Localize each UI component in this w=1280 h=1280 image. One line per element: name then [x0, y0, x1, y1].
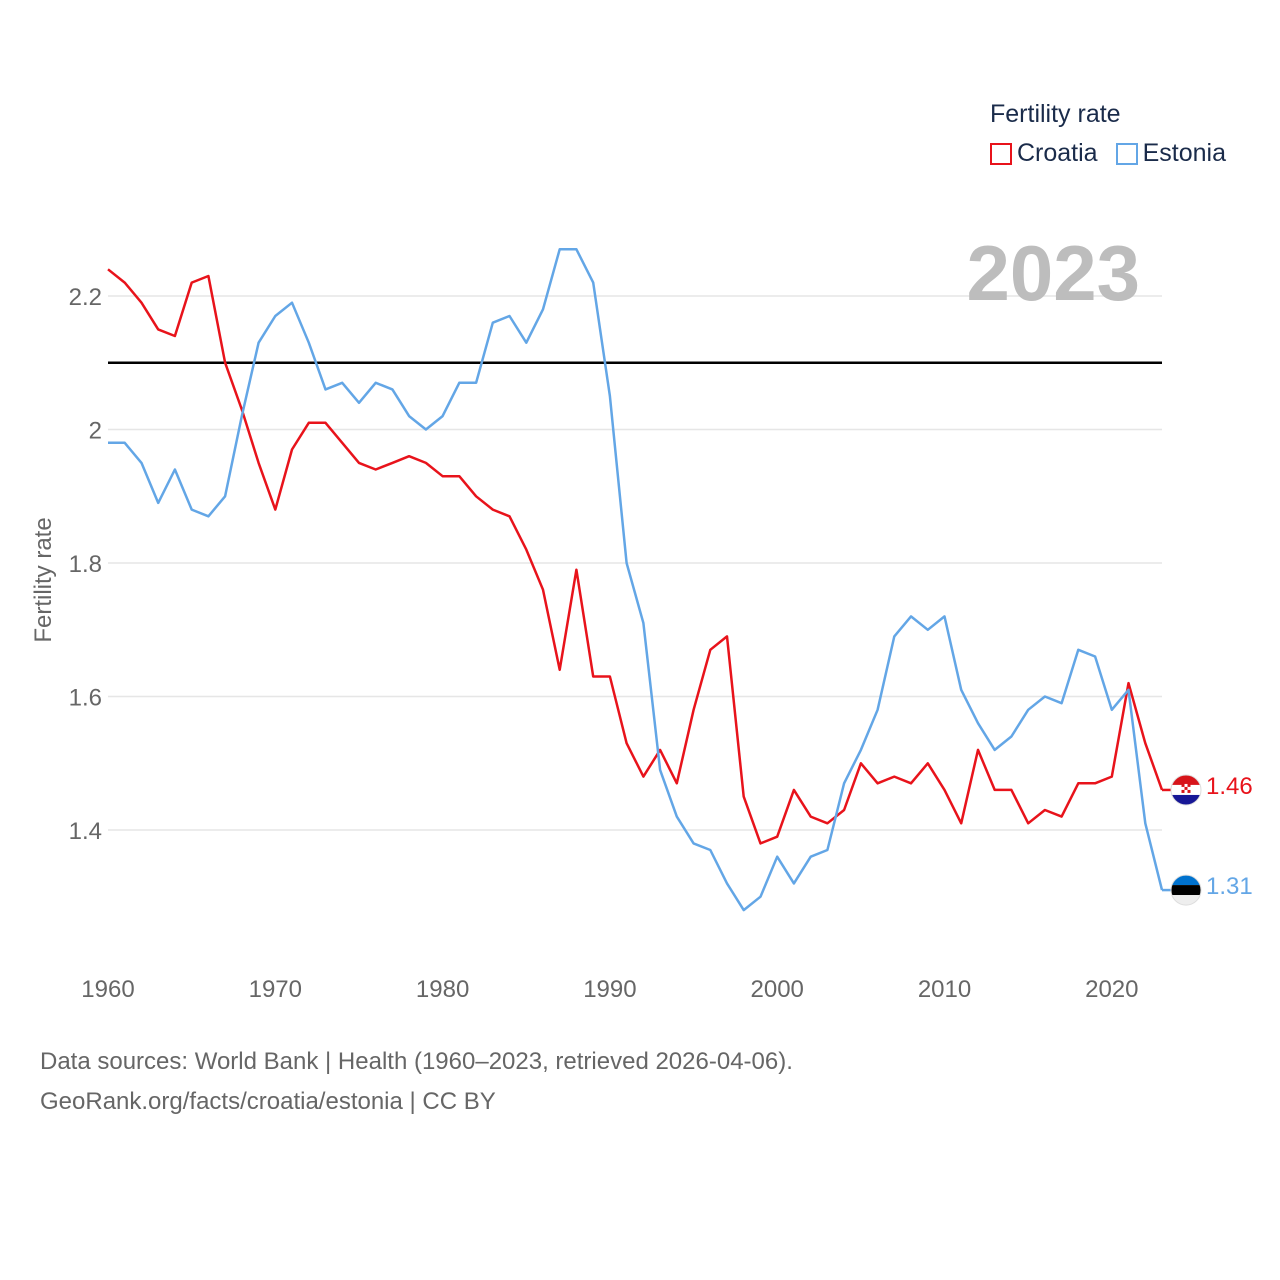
- x-tick-labels: 1960 1970 1980 1990 2000 2010 2020: [81, 976, 1138, 1003]
- legend-item-croatia[interactable]: Croatia: [990, 139, 1098, 168]
- legend-swatch-croatia: [990, 142, 1012, 165]
- x-tick-label: 1970: [249, 976, 302, 1003]
- series-lines: [107, 248, 1164, 912]
- legend-swatch-estonia: [1115, 142, 1138, 165]
- y-tick-label: 1.8: [69, 551, 102, 578]
- x-tick-label: 2010: [918, 976, 971, 1003]
- y-tick-label: 1.6: [69, 685, 102, 712]
- legend-title: Fertility rate: [990, 100, 1121, 128]
- legend-label-estonia: Estonia: [1142, 139, 1226, 167]
- y-axis-label: Fertility rate: [30, 517, 57, 642]
- croatia-flag-icon: [1171, 774, 1201, 805]
- x-tick-label: 1980: [416, 976, 469, 1003]
- end-label-estonia: 1.31: [1206, 873, 1253, 900]
- x-tick-label: 2000: [751, 976, 804, 1003]
- x-tick-label: 2020: [1085, 976, 1138, 1003]
- end-label-croatia: 1.46: [1206, 773, 1253, 800]
- y-tick-label: 1.4: [69, 818, 102, 845]
- legend-label-croatia: Croatia: [1017, 139, 1098, 167]
- end-markers: [1162, 774, 1202, 906]
- estonia-flag-icon: [1171, 875, 1201, 906]
- y-tick-labels: 1.4 1.6 1.8 2 2.2: [69, 284, 102, 845]
- series-line-estonia: [108, 248, 1164, 912]
- y-tick-label: 2: [89, 418, 102, 445]
- legend-item-estonia[interactable]: Estonia: [1115, 139, 1226, 168]
- legend: Fertility rate Croatia Estonia: [990, 100, 1226, 168]
- data-sources: Data sources: World Bank | Health (1960–…: [40, 1048, 793, 1075]
- y-tick-label: 2.2: [69, 284, 102, 311]
- source-link[interactable]: GeoRank.org/facts/croatia/estonia | CC B…: [40, 1088, 496, 1115]
- footer: Data sources: World Bank | Health (1960–…: [40, 1042, 793, 1122]
- series-line-croatia: [107, 268, 1164, 845]
- current-year-label: 2023: [966, 229, 1140, 317]
- x-tick-label: 1960: [81, 976, 134, 1003]
- grid-lines: [108, 295, 1162, 831]
- x-tick-label: 1990: [583, 976, 636, 1003]
